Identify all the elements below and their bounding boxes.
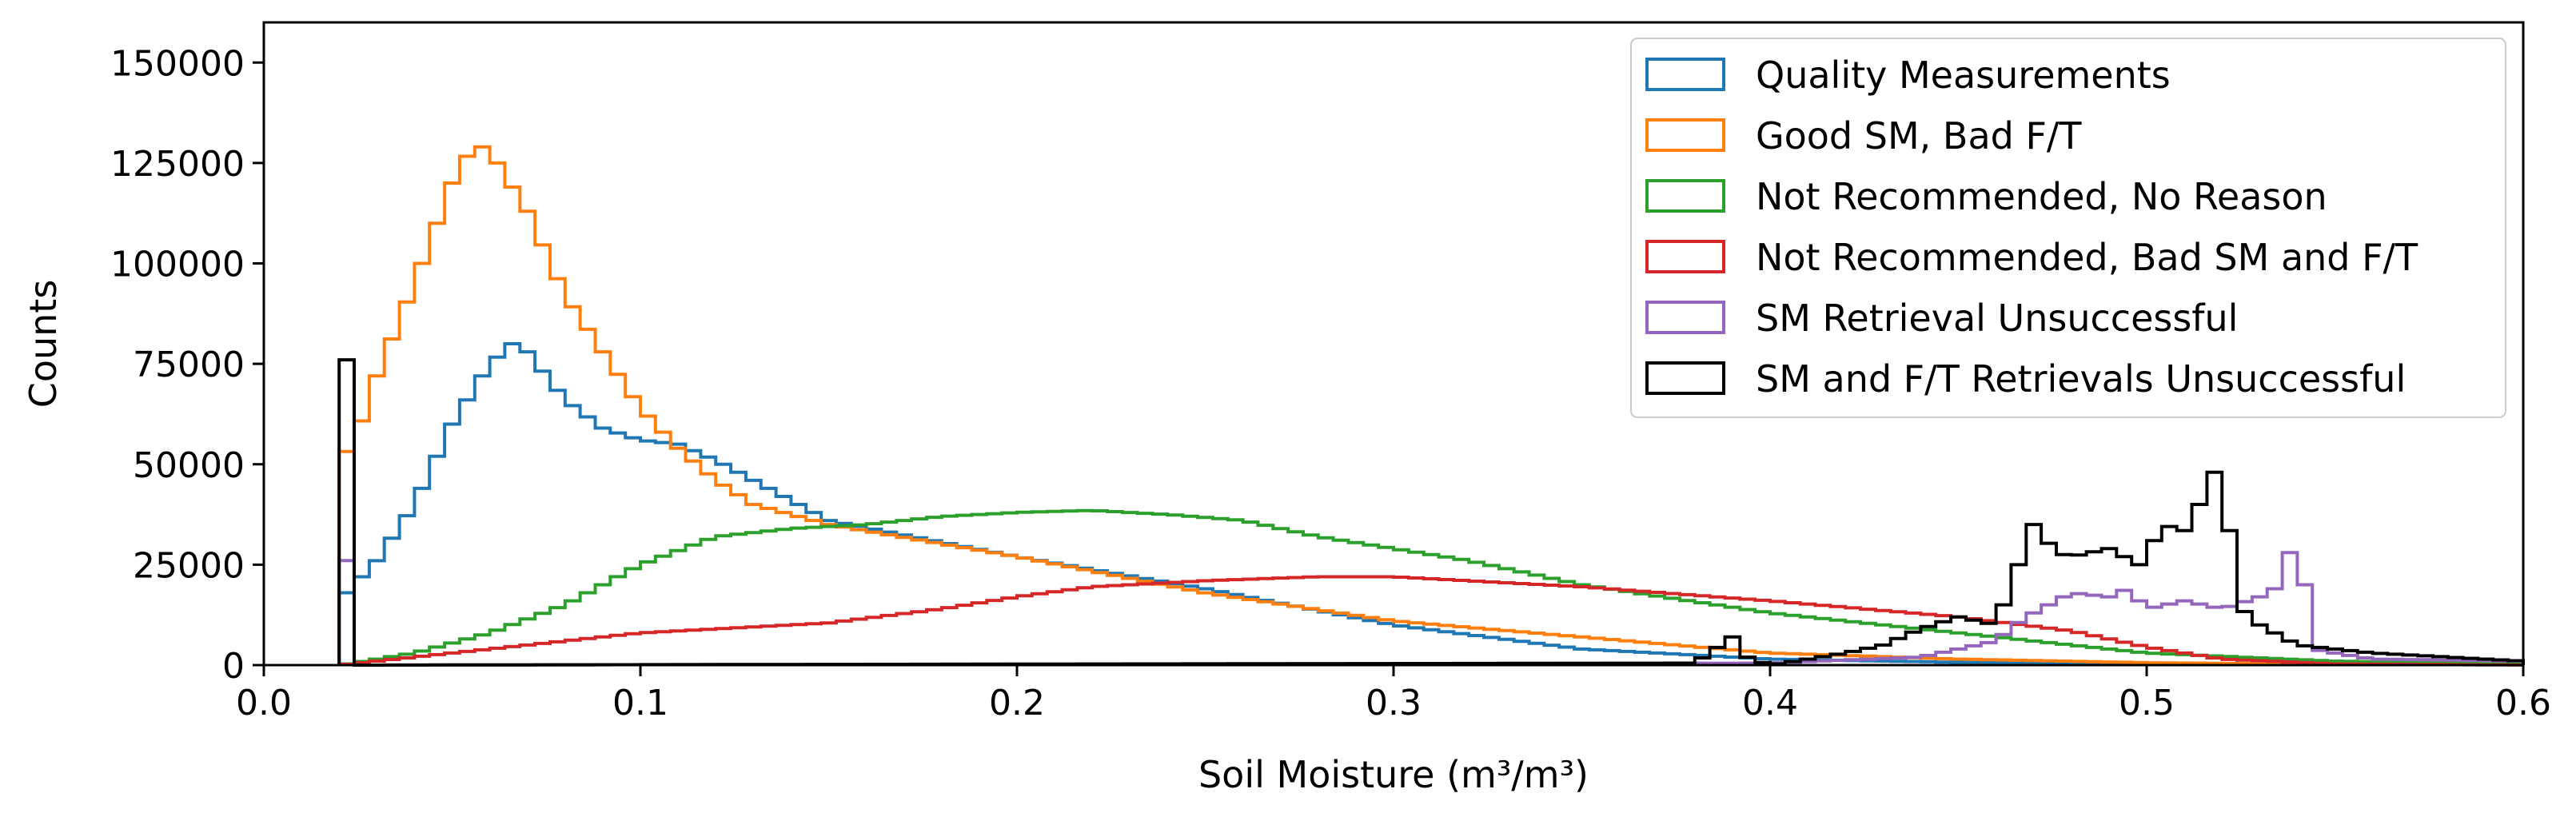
legend-box bbox=[1630, 38, 2506, 418]
y-tick-label: 150000 bbox=[110, 43, 245, 84]
legend: Quality Measurements Good SM, Bad F/T Not … bbox=[1630, 38, 2506, 418]
x-tick-label: 0.3 bbox=[1366, 683, 1422, 723]
legend-label: Quality Measurements bbox=[1756, 54, 2171, 97]
legend-swatch bbox=[1645, 118, 1725, 152]
x-tick-label: 0.5 bbox=[2119, 683, 2175, 723]
x-tick-label: 0.0 bbox=[236, 683, 292, 723]
y-axis-label: Counts bbox=[22, 280, 65, 408]
legend-label: Good SM, Bad F/T bbox=[1756, 114, 2082, 157]
x-axis: 0.0 0.1 0.2 0.3 0.4 0.5 0.6 bbox=[236, 665, 2551, 723]
legend-swatch bbox=[1645, 179, 1725, 213]
y-tick-label: 100000 bbox=[110, 245, 245, 285]
legend-swatch bbox=[1645, 361, 1725, 395]
series-3-step-line bbox=[337, 575, 2525, 667]
legend-swatch bbox=[1645, 240, 1725, 273]
x-axis-label: Soil Moisture (m³/m³) bbox=[1198, 753, 1589, 796]
series-1-step-line bbox=[337, 145, 2525, 667]
y-tick-label: 25000 bbox=[133, 545, 245, 586]
y-tick-label: 50000 bbox=[133, 445, 245, 486]
legend-label: SM and F/T Retrievals Unsuccessful bbox=[1756, 357, 2406, 401]
y-tick-label: 0 bbox=[222, 646, 245, 687]
x-tick-label: 0.2 bbox=[989, 683, 1045, 723]
legend-swatch bbox=[1645, 58, 1725, 91]
series-4-step-line bbox=[337, 551, 2525, 667]
x-tick-label: 0.4 bbox=[1742, 683, 1798, 723]
legend-label: Not Recommended, No Reason bbox=[1756, 175, 2327, 218]
x-tick-label: 0.1 bbox=[612, 683, 668, 723]
series-2-step-line bbox=[337, 508, 2525, 666]
legend-label: SM Retrieval Unsuccessful bbox=[1756, 297, 2238, 340]
y-tick-label: 125000 bbox=[110, 144, 245, 185]
x-tick-label: 0.6 bbox=[2495, 683, 2551, 723]
y-tick-label: 75000 bbox=[133, 345, 245, 385]
legend-label: Not Recommended, Bad SM and F/T bbox=[1756, 236, 2418, 279]
y-axis: 0 25000 50000 75000 100000 125000 150000 bbox=[110, 43, 264, 687]
series-0-step-line bbox=[337, 342, 2525, 667]
legend-swatch bbox=[1645, 301, 1725, 334]
